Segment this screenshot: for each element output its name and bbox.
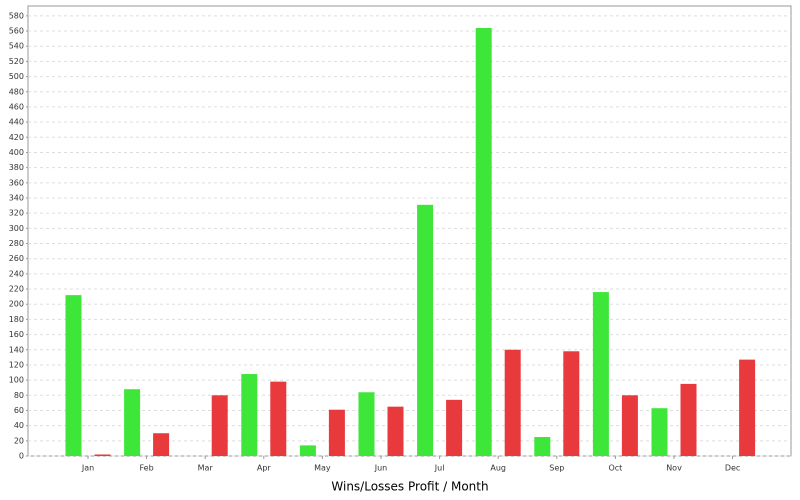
bar [504, 349, 521, 456]
y-tick-label: 320 [9, 209, 24, 218]
y-tick-label: 280 [9, 239, 24, 248]
x-axis-label: Wins/Losses Profit / Month [331, 480, 488, 494]
bar [475, 28, 492, 456]
y-tick-label: 300 [9, 224, 24, 233]
y-tick-label: 260 [9, 254, 24, 263]
y-tick-label: 420 [9, 133, 24, 142]
bar [328, 409, 345, 456]
bar [124, 389, 141, 456]
bar [651, 408, 668, 456]
bar [94, 454, 111, 456]
y-tick-label: 220 [9, 285, 24, 294]
y-tick-label: 540 [9, 42, 24, 51]
y-tick-label: 200 [9, 300, 24, 309]
x-tick-label: Apr [257, 464, 272, 473]
y-tick-label: 340 [9, 193, 24, 202]
x-tick-label: Jun [374, 464, 388, 473]
y-tick-label: 440 [9, 118, 24, 127]
y-tick-label: 60 [14, 406, 24, 415]
bar [621, 395, 638, 456]
y-tick-label: 240 [9, 269, 24, 278]
x-tick-label: Sep [549, 464, 564, 473]
x-tick-label: Aug [490, 464, 506, 473]
bar [358, 392, 375, 456]
bar [153, 433, 170, 456]
bar [739, 359, 756, 456]
x-tick-label: Feb [140, 464, 154, 473]
y-tick-label: 0 [19, 452, 24, 461]
y-tick-label: 100 [9, 376, 24, 385]
y-tick-label: 160 [9, 330, 24, 339]
bar [299, 445, 316, 456]
y-tick-label: 360 [9, 178, 24, 187]
y-tick-label: 500 [9, 72, 24, 81]
y-tick-label: 460 [9, 102, 24, 111]
bar [387, 406, 404, 456]
bar [417, 204, 434, 456]
y-tick-label: 400 [9, 148, 24, 157]
bar [65, 295, 82, 456]
plot-area [27, 5, 792, 457]
x-tick-label: Dec [725, 464, 740, 473]
bar [270, 381, 287, 456]
y-tick-label: 380 [9, 163, 24, 172]
y-tick-label: 480 [9, 87, 24, 96]
x-tick-label: May [314, 464, 331, 473]
y-tick-label: 80 [14, 391, 24, 400]
x-tick-label: Mar [198, 464, 214, 473]
y-tick-label: 520 [9, 57, 24, 66]
x-tick-label: Oct [608, 464, 622, 473]
x-tick-label: Nov [666, 464, 682, 473]
y-tick-label: 580 [9, 11, 24, 20]
y-tick-label: 140 [9, 345, 24, 354]
bar [563, 351, 580, 456]
bar [241, 374, 258, 456]
x-tick-label: Jan [81, 464, 94, 473]
bar [446, 399, 463, 456]
bar [592, 292, 609, 456]
bar [534, 437, 551, 456]
y-tick-label: 40 [14, 421, 24, 430]
y-tick-label: 560 [9, 27, 24, 36]
x-tick-label: Jul [434, 464, 445, 473]
y-tick-label: 20 [14, 436, 24, 445]
bar [211, 395, 228, 456]
y-tick-label: 120 [9, 360, 24, 369]
bar [680, 383, 697, 456]
y-tick-label: 180 [9, 315, 24, 324]
